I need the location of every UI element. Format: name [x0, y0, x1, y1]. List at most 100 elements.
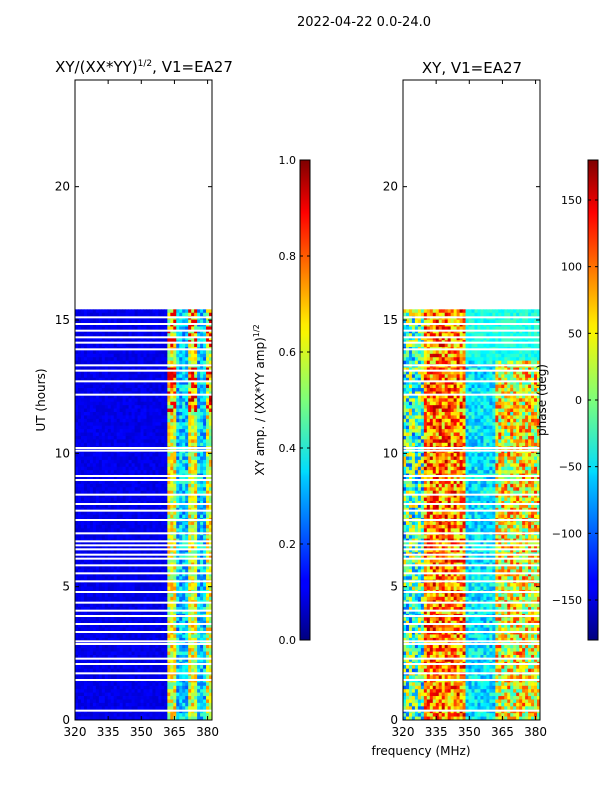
heat-cell: [98, 435, 103, 440]
heat-cell: [131, 494, 135, 498]
heat-cell: [89, 367, 94, 372]
heat-cell: [143, 586, 147, 591]
heat-cell: [75, 548, 79, 553]
heat-cell: [170, 514, 174, 519]
heat-cell: [200, 637, 204, 642]
heat-cell: [86, 357, 91, 362]
heat-cell: [104, 415, 109, 420]
heat-cell: [92, 480, 97, 485]
heat-cell: [152, 357, 156, 362]
heat-cell: [188, 497, 192, 502]
heat-cell: [182, 535, 186, 540]
heat-cell: [167, 514, 171, 519]
heat-cell: [77, 384, 82, 389]
heat-cell: [86, 511, 91, 516]
heat-cell: [125, 319, 130, 324]
heat-cell: [107, 576, 112, 581]
heat-cell: [194, 675, 198, 680]
heat-cell: [113, 408, 118, 413]
heat-cell: [170, 644, 174, 649]
heat-cell: [209, 542, 213, 546]
heat-cell: [140, 494, 144, 498]
heat-cell: [83, 555, 88, 560]
heat-cell: [182, 384, 186, 389]
heat-cell: [161, 559, 165, 563]
heat-cell: [137, 336, 141, 341]
heat-cell: [137, 408, 141, 413]
heat-cell: [167, 490, 171, 495]
heat-cell: [164, 617, 168, 622]
heat-cell: [179, 357, 183, 362]
heat-cell: [152, 607, 156, 611]
heat-cell: [206, 477, 210, 481]
heat-cell: [119, 497, 124, 502]
heat-cell: [194, 504, 198, 509]
heat-cell: [134, 360, 138, 365]
heat-cell: [167, 607, 171, 611]
heat-cell: [104, 459, 109, 464]
heat-cell: [122, 435, 127, 440]
heat-cell: [167, 500, 171, 505]
heat-cell: [185, 353, 189, 358]
heat-cell: [146, 675, 150, 680]
heat-cell: [98, 487, 103, 492]
heat-cell: [191, 627, 195, 632]
heat-cell: [188, 559, 192, 563]
heat-cell: [122, 453, 127, 457]
heat-cell: [80, 494, 85, 498]
heat-cell: [89, 439, 94, 444]
heat-cell: [146, 425, 150, 430]
heat-cell: [200, 477, 204, 481]
heat-cell: [161, 309, 165, 314]
heat-cell: [191, 487, 195, 492]
heat-cell: [110, 572, 115, 577]
heat-cell: [197, 353, 201, 358]
heat-cell: [206, 511, 210, 516]
heat-cell: [155, 524, 159, 529]
heat-cell: [194, 439, 198, 444]
heat-cell: [119, 388, 124, 392]
heat-cell: [179, 514, 183, 519]
heat-cell: [113, 470, 118, 474]
heat-cell: [86, 353, 91, 358]
heat-cell: [158, 343, 162, 348]
heat-cell: [125, 435, 130, 440]
heat-cell: [128, 620, 132, 625]
heat-cell: [173, 500, 177, 505]
heat-cell: [80, 326, 85, 331]
heat-cell: [80, 668, 85, 673]
heat-cell: [83, 439, 88, 444]
heat-cell: [137, 405, 141, 409]
heat-cell: [137, 309, 141, 314]
heat-cell: [110, 607, 115, 611]
heat-cell: [197, 343, 201, 348]
heat-cell: [155, 535, 159, 540]
heat-cell: [176, 470, 180, 474]
heat-cell: [158, 370, 162, 375]
heat-cell: [95, 596, 100, 601]
heat-cell: [149, 511, 153, 516]
heat-cell: [107, 415, 112, 420]
heat-cell: [152, 312, 156, 317]
heat-cell: [92, 459, 97, 464]
heat-cell: [197, 617, 201, 622]
heat-cell: [167, 569, 171, 574]
heat-cell: [83, 637, 88, 642]
heat-cell: [125, 401, 130, 406]
heat-cell: [119, 442, 124, 447]
heat-cell: [125, 381, 130, 386]
heat-cell: [164, 610, 168, 615]
heat-cell: [83, 559, 88, 563]
heat-cell: [125, 675, 130, 680]
heat-cell: [146, 412, 150, 416]
heat-cell: [131, 401, 135, 406]
heat-cell: [101, 381, 106, 386]
heat-cell: [92, 566, 97, 570]
heat-cell: [113, 607, 118, 611]
heat-cell: [188, 569, 192, 574]
heat-cell: [164, 336, 168, 341]
heat-cell: [95, 654, 100, 659]
heat-cell: [137, 439, 141, 444]
heat-cell: [119, 466, 124, 471]
heat-cell: [137, 593, 141, 598]
